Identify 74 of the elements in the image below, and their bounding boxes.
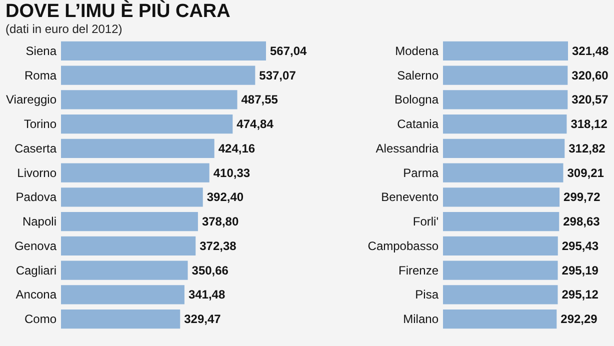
y-tick-label: Torino bbox=[24, 117, 57, 132]
bar bbox=[443, 66, 568, 85]
bar bbox=[61, 163, 210, 182]
y-tick-label: Genova bbox=[14, 238, 57, 253]
bar bbox=[443, 260, 558, 280]
data-label: 378,80 bbox=[202, 214, 239, 229]
y-tick-label: Campobasso bbox=[368, 238, 439, 253]
bar bbox=[61, 236, 196, 256]
data-label: 537,07 bbox=[259, 68, 296, 82]
y-tick-label: Como bbox=[24, 312, 57, 326]
data-label: 487,55 bbox=[241, 92, 278, 107]
bar bbox=[61, 212, 198, 232]
y-tick-label: Viareggio bbox=[6, 92, 57, 107]
y-tick-label: Livorno bbox=[17, 166, 57, 180]
y-tick-label: Modena bbox=[395, 44, 439, 58]
y-tick-label: Milano bbox=[403, 312, 439, 326]
bar bbox=[61, 310, 180, 329]
bar bbox=[443, 90, 568, 110]
y-tick-label: Siena bbox=[26, 44, 57, 58]
data-label: 410,33 bbox=[213, 166, 250, 180]
data-label: 424,16 bbox=[218, 141, 256, 156]
data-label: 318,12 bbox=[570, 117, 608, 132]
y-tick-label: Benevento bbox=[381, 190, 439, 204]
data-label: 372,38 bbox=[200, 238, 237, 253]
y-tick-label: Padova bbox=[16, 190, 57, 204]
y-tick-label: Bologna bbox=[394, 92, 439, 107]
bar bbox=[61, 90, 238, 110]
data-label: 341,48 bbox=[188, 288, 226, 302]
bar bbox=[61, 41, 266, 60]
bar bbox=[443, 114, 567, 134]
bar bbox=[443, 212, 560, 232]
chart-subtitle: (dati in euro del 2012) bbox=[6, 22, 122, 36]
data-label: 312,82 bbox=[568, 141, 606, 156]
y-tick-label: Parma bbox=[403, 166, 439, 180]
bar bbox=[443, 310, 557, 329]
y-tick-label: Napoli bbox=[22, 214, 56, 229]
y-tick-label: Pisa bbox=[415, 288, 439, 302]
bar bbox=[443, 285, 558, 304]
y-tick-label: Firenze bbox=[398, 263, 439, 278]
data-label: 350,66 bbox=[192, 263, 229, 278]
data-label: 329,47 bbox=[184, 312, 222, 326]
y-tick-label: Ancona bbox=[16, 288, 57, 302]
data-label: 474,84 bbox=[236, 117, 274, 132]
y-tick-label: Alessandria bbox=[376, 141, 439, 156]
data-label: 320,60 bbox=[572, 68, 609, 82]
data-label: 292,29 bbox=[560, 312, 598, 326]
bar bbox=[61, 260, 188, 280]
y-tick-label: Forli' bbox=[412, 214, 438, 229]
data-label: 392,40 bbox=[206, 190, 244, 204]
bar bbox=[443, 138, 565, 158]
bar bbox=[61, 138, 214, 158]
y-tick-label: Cagliari bbox=[16, 263, 56, 278]
data-label: 567,04 bbox=[270, 44, 308, 58]
y-tick-label: Roma bbox=[24, 68, 57, 82]
bar bbox=[61, 114, 233, 134]
data-label: 298,63 bbox=[563, 214, 600, 229]
bar bbox=[61, 188, 203, 207]
data-label: 295,43 bbox=[562, 238, 599, 253]
y-tick-label: Caserta bbox=[14, 141, 57, 156]
bar bbox=[61, 285, 184, 304]
bar bbox=[443, 188, 560, 207]
y-tick-label: Salerno bbox=[397, 68, 439, 82]
chart-title: DOVE L’IMU È PIÙ CARA bbox=[6, 0, 231, 22]
data-label: 321,48 bbox=[572, 44, 610, 58]
data-label: 309,21 bbox=[567, 166, 604, 180]
bar bbox=[443, 41, 568, 60]
data-label: 320,57 bbox=[572, 92, 609, 107]
bar bbox=[443, 236, 558, 256]
y-tick-label: Catania bbox=[397, 117, 439, 132]
data-label: 295,12 bbox=[562, 288, 599, 302]
data-label: 299,72 bbox=[564, 190, 601, 204]
bar bbox=[443, 163, 564, 182]
data-label: 295,19 bbox=[562, 263, 599, 278]
bar bbox=[61, 66, 256, 85]
